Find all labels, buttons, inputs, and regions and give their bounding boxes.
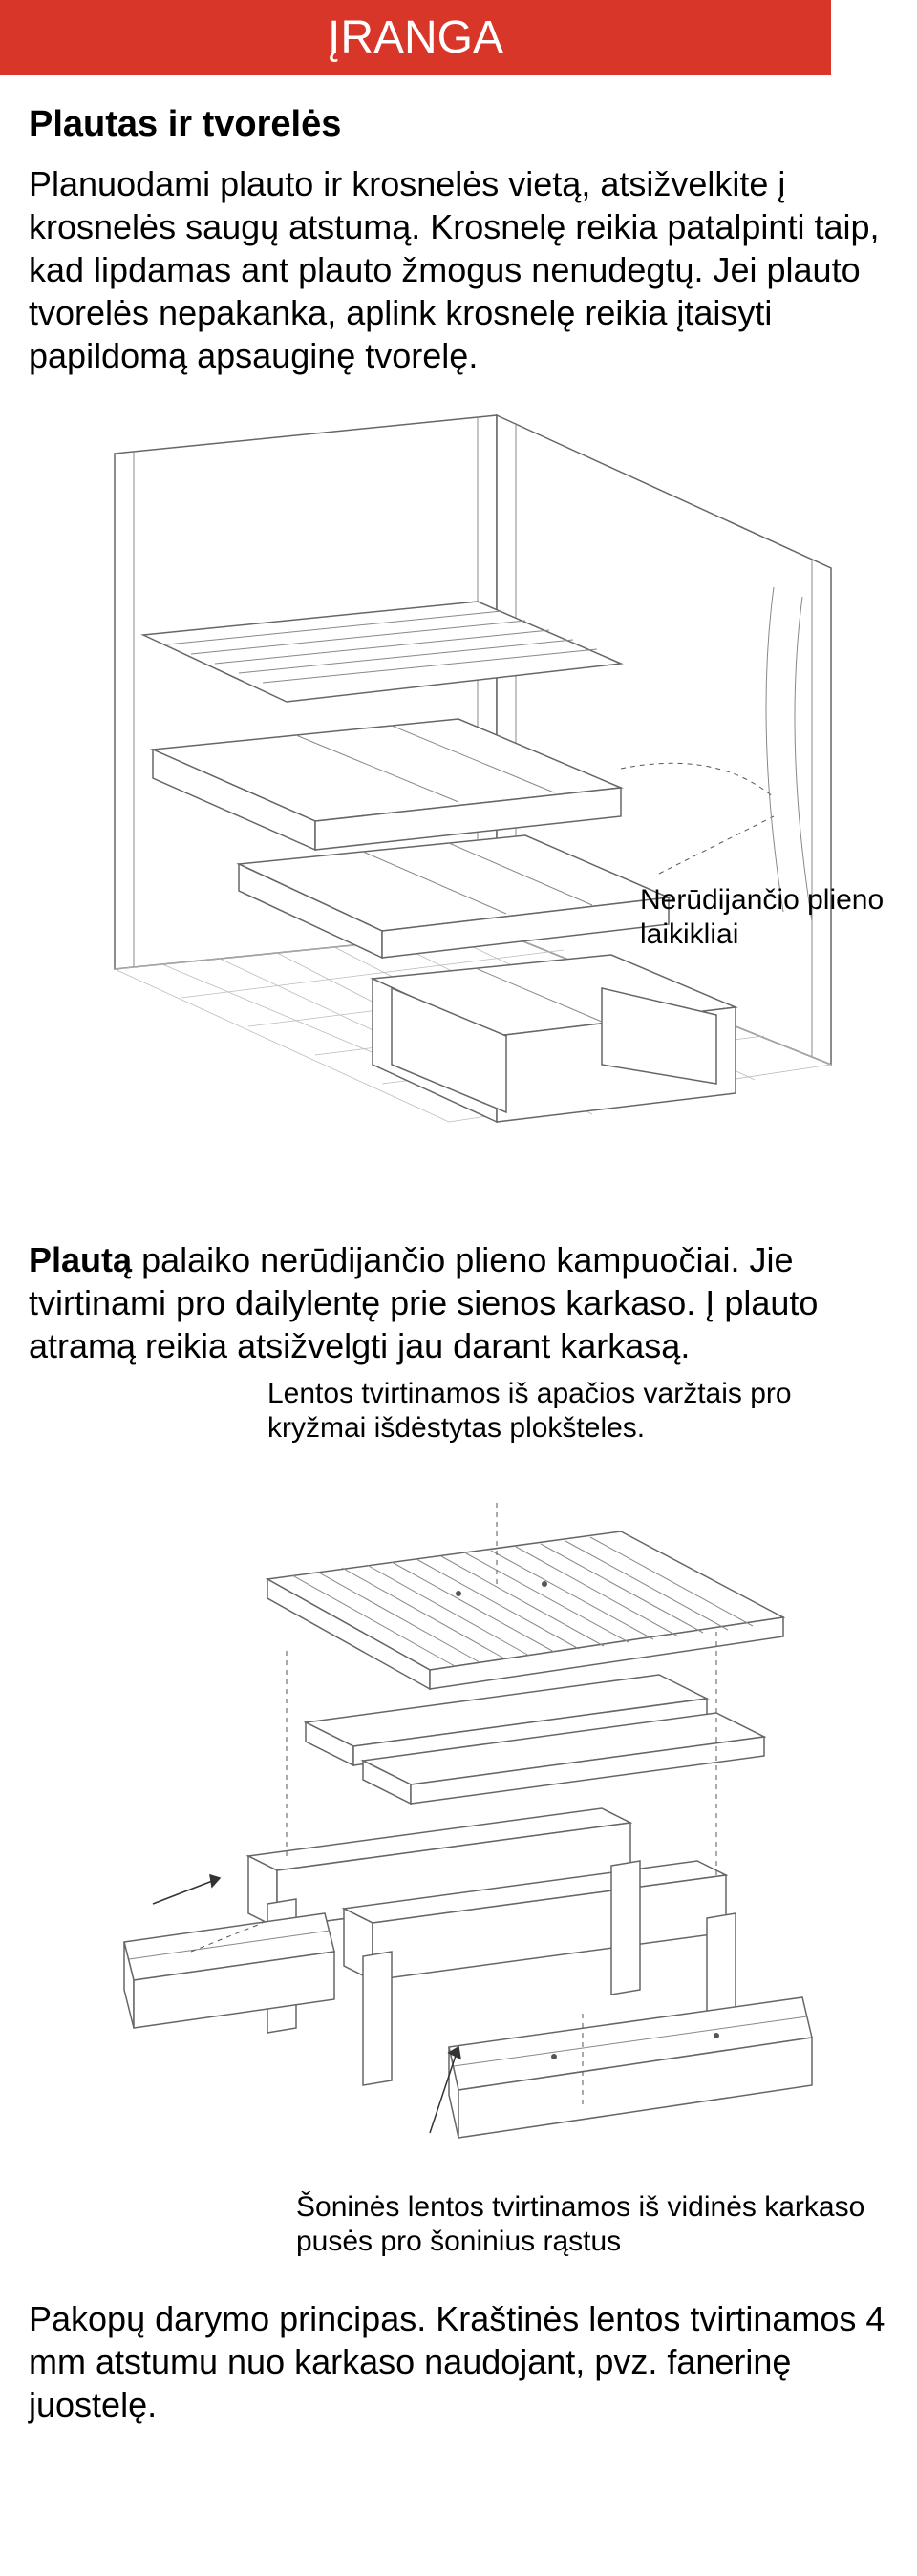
section2-rest: palaiko nerūdijančio plieno kampuočiai. …	[29, 1240, 818, 1365]
section-title: Plautas ir tvorelės	[29, 104, 888, 145]
section2-bold: Plautą	[29, 1240, 132, 1279]
page-header: ĮRANGA	[0, 0, 831, 75]
footer-text: Pakopų darymo principas. Kraštinės lento…	[29, 2297, 888, 2426]
content-area: Plautas ir tvorelės Planuodami plauto ir…	[0, 104, 917, 2483]
section1-text: Planuodami plauto ir krosnelės vietą, at…	[29, 162, 888, 377]
diagram2-callout-bottom: Šoninės lentos tvirtinamos iš vidinės ka…	[29, 2190, 888, 2259]
diagram1-callout: Nerūdijančio plieno laikikliai	[640, 883, 888, 952]
section2-text: Plautą palaiko nerūdijančio plieno kampu…	[29, 1238, 888, 1367]
diagram-bench-exploded	[29, 1474, 888, 2162]
diagram2-callout-top: Lentos tvirtinamos iš apačios varžtais p…	[29, 1377, 888, 1446]
diagram-sauna-room	[29, 396, 888, 1179]
header-title: ĮRANGA	[328, 12, 503, 63]
